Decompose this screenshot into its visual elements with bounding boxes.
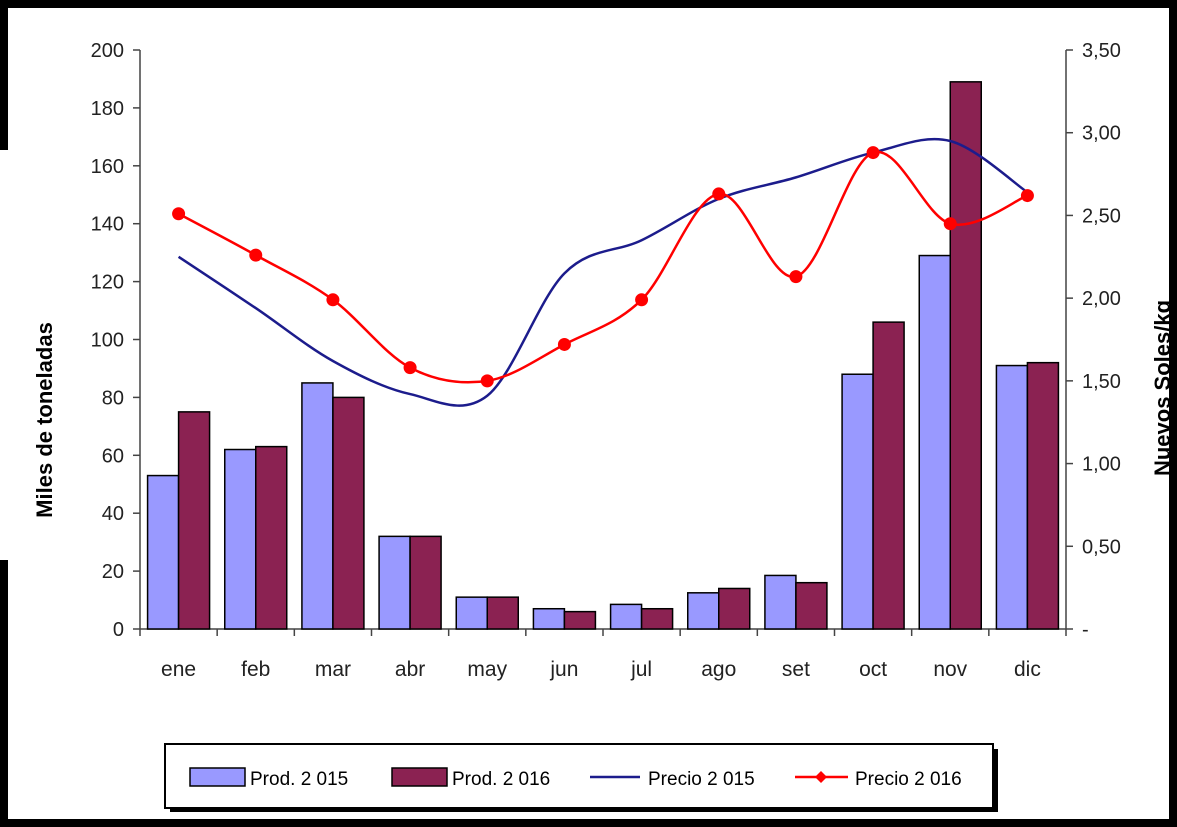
x-tick-label: oct (859, 658, 887, 681)
bar-prod-2015 (301, 382, 334, 630)
point-precio-2016 (557, 337, 571, 351)
bar-prod-2015 (918, 254, 951, 630)
y-tick-label: 0 (113, 619, 124, 641)
bar-prod-2016 (409, 535, 442, 630)
x-tick-label: may (467, 658, 507, 681)
legend-label-precio-2016: Precio 2 016 (855, 769, 962, 790)
point-precio-2016 (249, 248, 263, 262)
bar-prod-2016 (872, 321, 905, 630)
legend-swatch-prod-2015 (189, 767, 246, 787)
y2-tick-label: 3,00 (1082, 123, 1121, 145)
bar-prod-2016 (486, 596, 519, 630)
y-tick-label: 100 (91, 330, 124, 352)
bar-prod-2016 (1026, 361, 1060, 630)
bar-prod-2015 (764, 574, 797, 630)
bar-prod-2015 (532, 607, 566, 630)
y2-tick-label: 3,50 (1082, 40, 1121, 62)
point-precio-2016 (403, 361, 417, 375)
point-precio-2016 (712, 187, 726, 201)
bar-prod-2015 (146, 474, 180, 630)
x-tick-label: dic (1014, 658, 1041, 681)
y-tick-label: 80 (102, 387, 124, 409)
point-precio-2016 (635, 293, 649, 307)
bar-prod-2016 (177, 411, 211, 630)
point-precio-2016 (480, 374, 494, 388)
x-tick-label: ene (161, 658, 196, 681)
x-tick-label: jun (549, 658, 578, 681)
y2-tick-label: 2,50 (1082, 205, 1121, 227)
y-tick-label: 20 (102, 561, 124, 583)
legend-swatch-prod-2016 (391, 767, 448, 787)
y-tick-label: 40 (102, 503, 124, 525)
point-precio-2016 (326, 293, 340, 307)
bar-prod-2015 (609, 603, 643, 630)
y-tick-label: 160 (91, 156, 124, 178)
bar-prod-2016 (640, 607, 674, 630)
bar-prod-2016 (795, 581, 828, 630)
legend-box-shadow-side (993, 749, 998, 812)
y2-tick-label: 1,00 (1082, 454, 1121, 476)
bar-prod-2016 (949, 81, 982, 630)
x-tick-label: ago (701, 658, 736, 681)
bar-prod-2015 (224, 448, 257, 630)
y2-tick-label: 2,00 (1082, 288, 1121, 310)
bar-prod-2016 (255, 445, 288, 630)
y-tick-label: 200 (91, 40, 124, 62)
plot-area: 0 20 40 60 80 100 120 140 160 180 200 - 0,50 1,00 1,50… (91, 40, 1121, 681)
x-tick-label: feb (241, 658, 270, 681)
y-tick-label: 60 (102, 445, 124, 467)
x-tick-label: mar (315, 658, 351, 681)
y-axis-title: Miles de toneladas (32, 322, 57, 518)
y2-tick-label: 1,50 (1082, 371, 1121, 393)
bar-prod-2015 (995, 364, 1029, 630)
point-precio-2016 (789, 270, 803, 284)
point-precio-2016 (866, 146, 880, 160)
bar-prod-2015 (687, 592, 720, 630)
point-precio-2016 (943, 217, 957, 231)
bar-prod-2016 (718, 587, 751, 630)
y-tick-label: 140 (91, 214, 124, 236)
y-tick-label: 180 (91, 98, 124, 120)
legend: Prod. 2 015 Prod. 2 016 Precio 2 015 Pre… (164, 743, 998, 812)
x-tick-label: abr (395, 658, 425, 681)
legend-box-shadow (170, 808, 998, 812)
x-tick-label: nov (933, 658, 967, 681)
bar-prod-2015 (378, 535, 411, 630)
bar-prod-2016 (563, 610, 597, 630)
y2-tick-label: - (1082, 619, 1089, 641)
legend-label-precio-2015: Precio 2 015 (648, 769, 755, 790)
legend-marker-precio-2016 (815, 771, 827, 783)
x-tick-label: jul (630, 658, 652, 681)
point-precio-2016 (172, 207, 186, 221)
y2-axis-title: Nuevos Soles/kg (1150, 300, 1175, 476)
border-notch (0, 150, 12, 560)
bar-prod-2015 (841, 373, 874, 630)
point-precio-2016 (1020, 189, 1034, 203)
y2-tick-label: 0,50 (1082, 536, 1121, 558)
legend-label-prod-2015: Prod. 2 015 (250, 769, 348, 790)
bar-prod-2015 (455, 596, 488, 630)
legend-box (164, 743, 994, 809)
x-tick-label: set (782, 658, 810, 681)
y-tick-label: 120 (91, 272, 124, 294)
bar-prod-2016 (332, 396, 365, 630)
legend-label-prod-2016: Prod. 2 016 (452, 769, 550, 790)
